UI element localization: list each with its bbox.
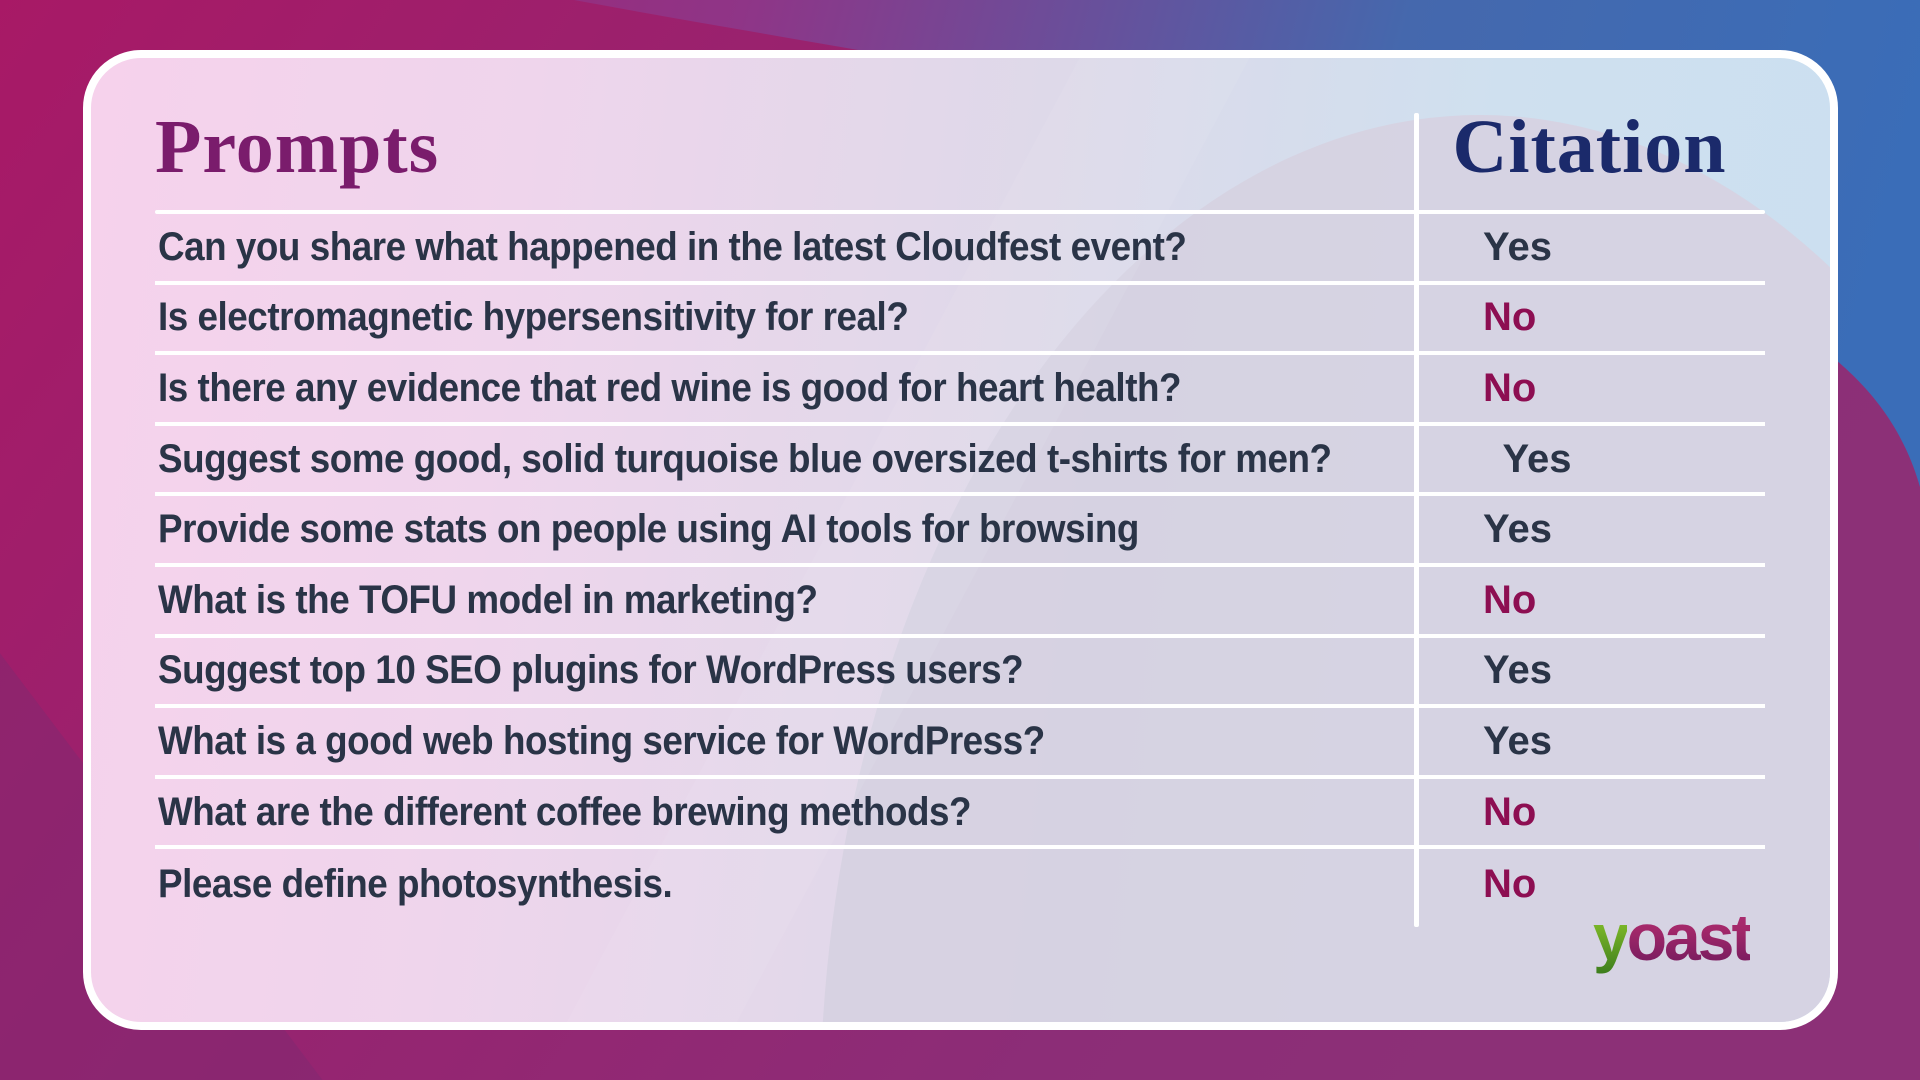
table-row: What is the TOFU model in marketing? No bbox=[155, 567, 1765, 638]
table-card: Prompts Citation Can you share what happ… bbox=[83, 50, 1838, 1030]
prompt-text: What is a good web hosting service for W… bbox=[158, 718, 1045, 763]
citation-cell: Yes bbox=[1483, 648, 1552, 693]
prompt-text: What is the TOFU model in marketing? bbox=[158, 577, 818, 622]
prompt-text: Is there any evidence that red wine is g… bbox=[158, 365, 1182, 410]
table-row: Provide some stats on people using AI to… bbox=[155, 496, 1765, 567]
table-row: What are the different coffee brewing me… bbox=[155, 779, 1765, 850]
table-row: Suggest some good, solid turquoise blue … bbox=[155, 426, 1765, 497]
prompt-cell: Is there any evidence that red wine is g… bbox=[155, 366, 1414, 411]
citation-header: Citation bbox=[1452, 105, 1727, 189]
table-row: Is there any evidence that red wine is g… bbox=[155, 355, 1765, 426]
citation-cell: No bbox=[1483, 577, 1537, 622]
table-row: Can you share what happened in the lates… bbox=[155, 214, 1765, 285]
prompt-cell: Suggest top 10 SEO plugins for WordPress… bbox=[155, 648, 1414, 693]
prompt-text: Is electromagnetic hypersensitivity for … bbox=[158, 295, 909, 340]
prompt-text: Suggest some good, solid turquoise blue … bbox=[158, 436, 1332, 481]
prompt-text: Please define photosynthesis. bbox=[158, 862, 673, 907]
citation-cell: No bbox=[1483, 862, 1537, 907]
prompt-cell: Suggest some good, solid turquoise blue … bbox=[155, 437, 1434, 482]
prompt-text: Provide some stats on people using AI to… bbox=[158, 507, 1139, 552]
table-row: Is electromagnetic hypersensitivity for … bbox=[155, 285, 1765, 356]
prompt-text: Suggest top 10 SEO plugins for WordPress… bbox=[158, 648, 1024, 693]
column-divider bbox=[1414, 113, 1419, 927]
citation-cell: Yes bbox=[1483, 718, 1552, 763]
citation-cell: No bbox=[1483, 295, 1537, 340]
prompt-cell: What is the TOFU model in marketing? bbox=[155, 578, 1414, 623]
yoast-logo-y: y bbox=[1593, 900, 1630, 974]
prompt-text: Can you share what happened in the lates… bbox=[158, 224, 1187, 269]
prompt-text: What are the different coffee brewing me… bbox=[158, 789, 972, 834]
citation-cell: Yes bbox=[1483, 224, 1552, 269]
prompt-cell: What is a good web hosting service for W… bbox=[155, 719, 1414, 764]
citation-cell: No bbox=[1483, 365, 1537, 410]
prompts-header: Prompts bbox=[155, 105, 440, 189]
table-row: Suggest top 10 SEO plugins for WordPress… bbox=[155, 638, 1765, 709]
prompt-cell: Provide some stats on people using AI to… bbox=[155, 507, 1414, 552]
table-row: Please define photosynthesis. No bbox=[155, 849, 1765, 920]
yoast-logo: yoast bbox=[1593, 904, 1753, 970]
yoast-logo-oast: oast bbox=[1626, 900, 1754, 974]
prompt-cell: Can you share what happened in the lates… bbox=[155, 225, 1414, 270]
citation-cell: Yes bbox=[1502, 436, 1572, 481]
prompt-cell: Please define photosynthesis. bbox=[155, 862, 1414, 907]
prompt-cell: What are the different coffee brewing me… bbox=[155, 790, 1414, 835]
table-row: What is a good web hosting service for W… bbox=[155, 708, 1765, 779]
table-body: Can you share what happened in the lates… bbox=[155, 214, 1765, 920]
citation-cell: Yes bbox=[1483, 507, 1552, 552]
prompt-cell: Is electromagnetic hypersensitivity for … bbox=[155, 295, 1414, 340]
header-underline bbox=[155, 210, 1765, 214]
citation-cell: No bbox=[1483, 789, 1537, 834]
